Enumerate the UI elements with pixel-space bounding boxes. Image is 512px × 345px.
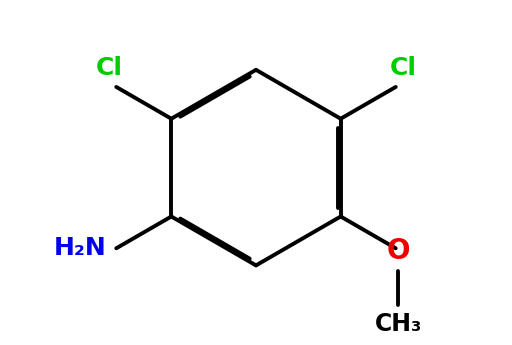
Text: CH₃: CH₃ — [375, 312, 422, 336]
Text: Cl: Cl — [95, 56, 122, 80]
Text: H₂N: H₂N — [54, 236, 106, 260]
Text: Cl: Cl — [390, 56, 417, 80]
Text: O: O — [387, 237, 410, 265]
